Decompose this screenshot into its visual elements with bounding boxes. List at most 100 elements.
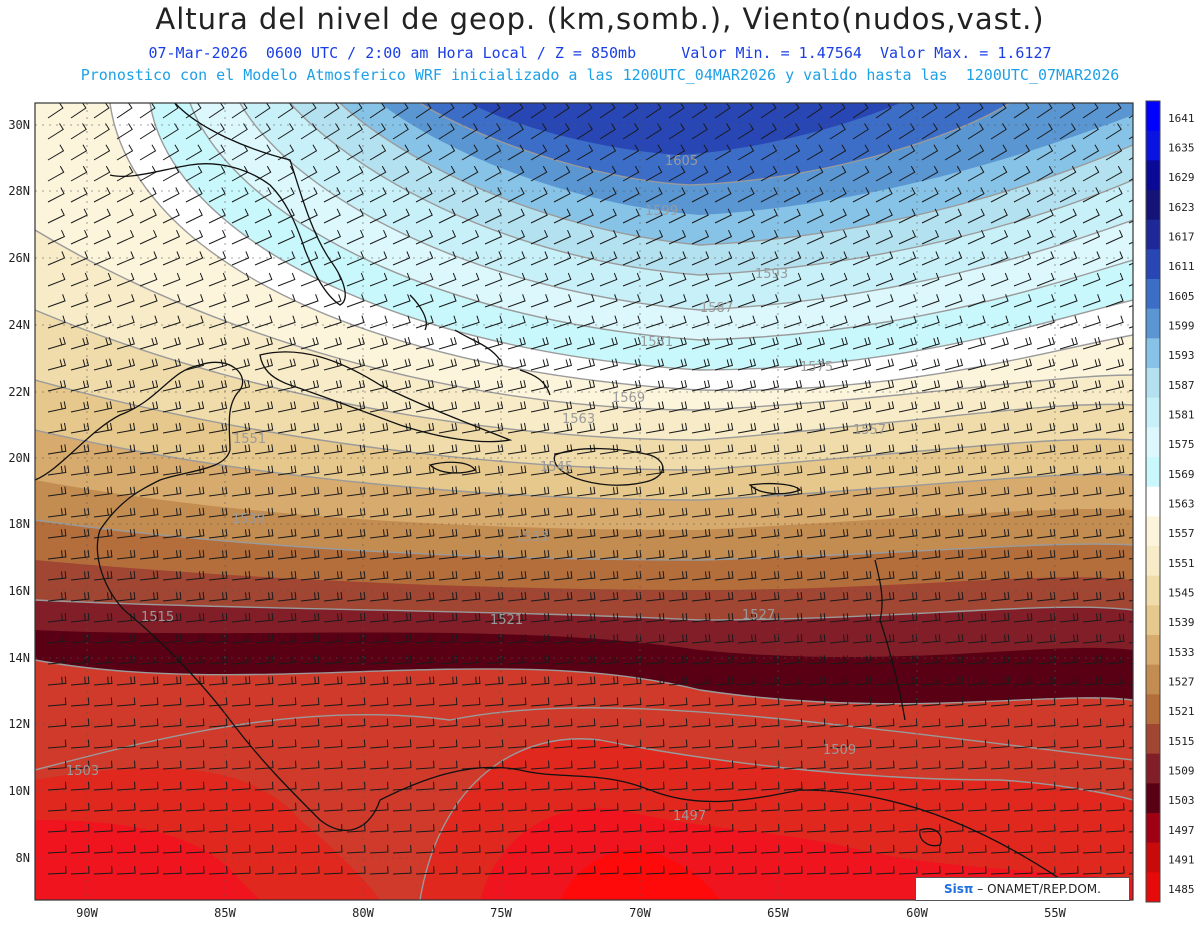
- wind-barb: [116, 823, 136, 833]
- wind-barb: [645, 570, 665, 581]
- wind-barb: [967, 315, 986, 329]
- wind-barb: [369, 103, 386, 119]
- wind-barb: [875, 823, 895, 833]
- wind-barb: [369, 844, 389, 854]
- wind-barb: [231, 379, 251, 392]
- legend-swatch: [1146, 872, 1160, 903]
- wind-barb: [369, 697, 389, 707]
- wind-barb: [852, 823, 872, 833]
- wind-barb: [162, 123, 179, 140]
- wind-barb: [898, 570, 918, 581]
- wind-barb: [1105, 634, 1125, 644]
- wind-barb: [323, 165, 341, 182]
- wind-barb: [898, 823, 918, 833]
- wind-barb: [254, 486, 274, 497]
- wind-barb: [300, 379, 320, 392]
- legend-label: 1605: [1168, 290, 1195, 303]
- wind-barb: [599, 549, 619, 560]
- wind-barb: [484, 549, 504, 560]
- wind-barb: [668, 507, 688, 518]
- wind-barb: [714, 760, 734, 770]
- legend-label: 1623: [1168, 201, 1195, 214]
- wind-barb: [438, 718, 458, 728]
- wind-barb: [1059, 422, 1079, 434]
- wind-barb: [944, 251, 963, 266]
- wind-barb: [415, 844, 435, 854]
- wind-barb: [622, 123, 639, 140]
- wind-barb: [93, 422, 113, 434]
- wind-barb: [576, 251, 595, 266]
- wind-barb: [1036, 229, 1055, 245]
- wind-barb: [369, 208, 387, 224]
- color-legend: 1641163516291623161716111605159915931587…: [1145, 100, 1195, 903]
- wind-barb: [231, 337, 250, 350]
- wind-barb: [1059, 251, 1078, 266]
- wind-barb: [691, 294, 710, 308]
- legend-label: 1635: [1168, 141, 1195, 154]
- wind-barb: [875, 718, 895, 728]
- legend-swatch: [1146, 160, 1160, 191]
- wind-barb: [93, 272, 112, 287]
- wind-barb: [185, 718, 205, 728]
- wind-barb: [875, 165, 893, 182]
- wind-barb: [392, 165, 410, 182]
- wind-barb: [1059, 444, 1079, 455]
- wind-barb: [369, 229, 388, 245]
- wind-barb: [323, 802, 343, 812]
- wind-barb: [829, 165, 847, 182]
- wind-barb: [944, 208, 962, 224]
- wind-barb: [93, 528, 113, 539]
- wind-barb: [254, 251, 273, 266]
- wind-barb: [139, 422, 159, 434]
- wind-barb: [1082, 294, 1101, 308]
- legend-swatch: [1146, 605, 1160, 636]
- wind-barb: [921, 739, 941, 749]
- wind-barb: [783, 718, 803, 728]
- wind-barb: [392, 272, 411, 287]
- wind-barb: [1036, 165, 1054, 182]
- wind-barb: [415, 676, 435, 686]
- wind-barb: [1082, 591, 1102, 602]
- wind-barb: [622, 187, 640, 203]
- wind-barb: [507, 358, 527, 371]
- wind-barb: [668, 676, 688, 686]
- wind-barb: [829, 315, 848, 329]
- wind-barb: [484, 866, 504, 875]
- wind-barb: [507, 591, 527, 602]
- wind-barb: [208, 379, 228, 392]
- wind-barb: [990, 634, 1010, 644]
- wind-barb: [346, 315, 365, 329]
- wind-barb: [530, 358, 550, 371]
- wind-barb: [507, 718, 527, 728]
- wind-barb: [553, 486, 573, 497]
- wind-barb: [1013, 465, 1033, 476]
- wind-barb: [185, 634, 205, 644]
- wind-barb: [438, 444, 458, 455]
- wind-barb: [668, 802, 688, 812]
- wind-barb: [323, 229, 342, 245]
- wind-barb: [645, 337, 664, 350]
- wind-barb: [806, 208, 824, 224]
- wind-barb: [231, 208, 249, 224]
- wind-barb: [967, 272, 986, 287]
- wind-barb: [438, 144, 456, 161]
- wind-barb: [783, 802, 803, 812]
- contour-label: 1515: [141, 610, 174, 625]
- wind-barb: [484, 444, 504, 455]
- wind-barb: [875, 866, 895, 875]
- wind-barb: [829, 187, 847, 203]
- wind-barb: [415, 251, 434, 266]
- wind-barb: [737, 549, 757, 560]
- wind-barb: [438, 760, 458, 770]
- wind-barb: [1036, 739, 1056, 749]
- wind-barb: [47, 591, 67, 602]
- wind-barb: [553, 187, 571, 203]
- wind-barb: [254, 294, 273, 308]
- wind-barb: [990, 718, 1010, 728]
- wind-barb: [944, 528, 964, 539]
- wind-barb: [438, 591, 458, 602]
- wind-barb: [1082, 781, 1102, 791]
- wind-barb: [1105, 272, 1124, 287]
- wind-barb: [691, 358, 711, 371]
- wind-barb: [668, 781, 688, 791]
